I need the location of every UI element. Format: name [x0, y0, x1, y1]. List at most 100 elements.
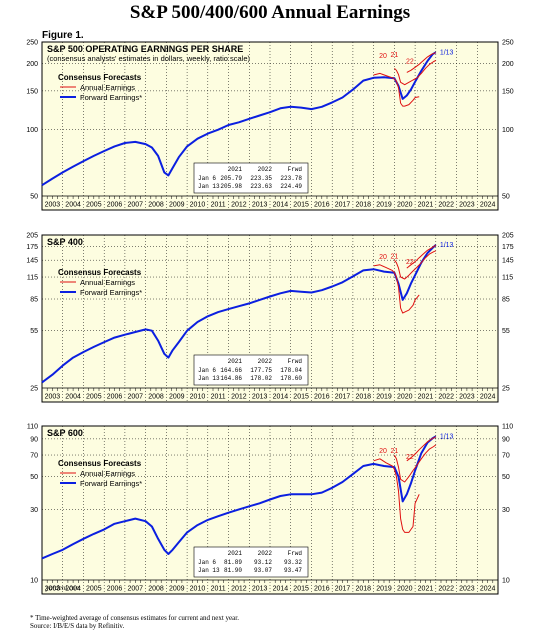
x-tick-label: 2003	[45, 202, 61, 209]
x-tick-label: 2019	[376, 394, 392, 401]
chart-title: S&P 600	[47, 428, 83, 438]
figure-label: Figure 1.	[42, 30, 84, 41]
x-tick-label: 2019	[376, 586, 392, 593]
annual-year-label: 21	[390, 254, 398, 261]
x-tick-label: 2009	[169, 394, 185, 401]
x-tick-label: 2004	[65, 202, 81, 209]
annual-year-label: 21	[390, 448, 398, 455]
y-tick-label-right: 10	[502, 578, 510, 585]
x-tick-label: 2017	[335, 202, 351, 209]
y-tick-label-left: 205	[26, 233, 38, 240]
y-tick-label-left: 150	[26, 88, 38, 95]
x-tick-label: 2006	[107, 202, 123, 209]
x-tick-label: 2018	[355, 394, 371, 401]
legend-label-forward: Forward Earnings*	[80, 93, 142, 102]
y-tick-label-right: 30	[502, 507, 510, 514]
table-header: Frwd	[288, 358, 303, 365]
x-tick-label: 2006	[107, 586, 123, 593]
table-row-date: Jan 13	[198, 375, 220, 382]
y-tick-label-right: 175	[502, 244, 514, 251]
legend-label-forward: Forward Earnings*	[80, 288, 142, 297]
table-box	[193, 354, 309, 386]
table-cell: 93.32	[284, 559, 302, 566]
y-tick-label-right: 115	[502, 275, 513, 282]
y-tick-label-left: 30	[30, 507, 38, 514]
legend-title: Consensus Forecasts	[58, 268, 142, 277]
x-tick-label: 2003	[45, 394, 61, 401]
table-header: 2021	[228, 550, 243, 557]
y-tick-label-left: 175	[26, 244, 38, 251]
end-date-label: 1/13	[440, 433, 454, 440]
table-cell: 93.12	[254, 559, 272, 566]
table-cell: 93.47	[284, 567, 302, 574]
table-cell: 178.02	[250, 375, 272, 382]
x-tick-label: 2016	[314, 202, 330, 209]
x-tick-label: 2024	[480, 394, 496, 401]
watermark: yardeni.com	[45, 584, 81, 592]
annual-year-label: 20	[379, 448, 387, 455]
table-row-date: Jan 6	[198, 367, 216, 374]
table-header: 2022	[258, 166, 273, 173]
x-tick-label: 2019	[376, 202, 392, 209]
x-tick-label: 2007	[127, 202, 143, 209]
y-tick-label-right: 50	[502, 194, 510, 201]
x-tick-label: 2010	[190, 202, 206, 209]
legend-label-annual: Annual Earnings	[80, 83, 135, 92]
x-tick-label: 2010	[190, 586, 206, 593]
chart-panel-2: 2003 2004 2005 2006 2007 2008 2009 2010 2011 2012…	[26, 233, 514, 403]
page-title: S&P 500/400/600 Annual Earnings	[129, 2, 411, 23]
x-tick-label: 2021	[418, 586, 434, 593]
x-tick-label: 2020	[397, 202, 413, 209]
x-tick-label: 2005	[86, 586, 102, 593]
y-tick-label-left: 85	[30, 297, 38, 304]
y-tick-label-left: 50	[30, 474, 38, 481]
y-tick-label-right: 145	[502, 258, 514, 265]
y-tick-label-right: 50	[502, 474, 510, 481]
y-tick-label-left: 10	[30, 578, 38, 585]
legend-label-annual: Annual Earnings	[80, 278, 135, 287]
x-tick-label: 2021	[418, 202, 434, 209]
x-tick-label: 2012	[231, 586, 247, 593]
values-table: 2021 2022 Frwd Jan 6 164.66 177.75 178.04 Jan 1…	[193, 354, 309, 386]
annual-year-label: 22	[406, 58, 414, 65]
annual-year-label: 20	[379, 254, 387, 261]
chart-title: S&P 400	[47, 237, 83, 247]
x-tick-label: 2017	[335, 586, 351, 593]
x-tick-label: 2003	[45, 586, 61, 593]
x-tick-label: 2018	[355, 586, 371, 593]
x-tick-label: 2013	[252, 202, 268, 209]
x-tick-label: 2004	[65, 394, 81, 401]
x-tick-label: 2014	[273, 586, 289, 593]
table-cell: 178.04	[280, 367, 302, 374]
x-tick-label: 2023	[459, 202, 475, 209]
x-tick-label: 2008	[148, 202, 164, 209]
annual-year-label: 22	[406, 454, 414, 461]
table-header: Frwd	[288, 550, 303, 557]
x-tick-label: 2004	[65, 586, 81, 593]
y-tick-label-right: 250	[502, 40, 514, 47]
x-tick-label: 2015	[293, 586, 309, 593]
x-tick-label: 2011	[211, 394, 226, 401]
x-tick-label: 2006	[107, 394, 123, 401]
table-row-date: Jan 13	[198, 567, 220, 574]
y-tick-label-right: 150	[502, 88, 514, 95]
table-cell: 164.86	[220, 375, 242, 382]
y-tick-label-left: 110	[27, 424, 38, 431]
x-tick-label: 2018	[355, 202, 371, 209]
y-tick-label-left: 90	[30, 436, 38, 443]
x-tick-label: 2009	[169, 586, 185, 593]
x-tick-label: 2016	[314, 394, 330, 401]
table-cell: 224.49	[280, 183, 302, 190]
x-tick-label: 2014	[273, 202, 289, 209]
x-tick-label: 2011	[211, 586, 226, 593]
y-tick-label-left: 145	[26, 258, 38, 265]
x-tick-label: 2013	[252, 394, 268, 401]
y-tick-label-right: 85	[502, 297, 510, 304]
table-cell: 177.75	[250, 367, 272, 374]
y-tick-label-right: 90	[502, 436, 510, 443]
x-tick-label: 2015	[293, 202, 309, 209]
x-tick-label: 2022	[438, 202, 454, 209]
y-tick-label-left: 250	[26, 40, 38, 47]
